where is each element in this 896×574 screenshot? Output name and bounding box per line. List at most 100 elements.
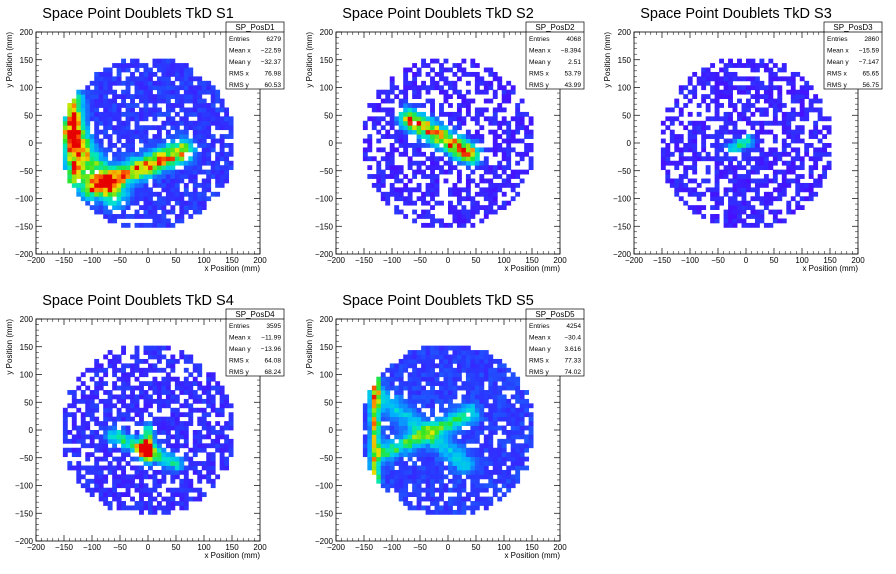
heatmap-cell: [165, 147, 171, 153]
heatmap-cell: [179, 63, 185, 68]
heatmap-cell: [497, 461, 503, 466]
heatmap-cell: [152, 103, 158, 108]
heatmap-cell: [85, 160, 91, 166]
heatmap-cell: [510, 134, 516, 139]
heatmap-cell: [116, 160, 122, 166]
heatmap-cell: [430, 345, 435, 351]
stats-label: Entries: [229, 323, 250, 330]
heatmap-cell: [389, 447, 395, 453]
heatmap-cell: [492, 111, 498, 117]
heatmap-cell: [719, 103, 724, 108]
y-tick-label: 0: [329, 426, 334, 435]
heatmap-cell: [179, 134, 185, 139]
heatmap-cell: [188, 372, 194, 378]
heatmap-cell: [385, 174, 391, 179]
heatmap-cell: [152, 147, 158, 153]
heatmap-cell: [385, 398, 391, 404]
heatmap-cell: [750, 169, 756, 175]
heatmap-cell: [714, 200, 720, 206]
heatmap-cell: [714, 187, 720, 193]
heatmap-cell: [528, 134, 534, 139]
heatmap-cell: [192, 76, 198, 82]
heatmap-cell: [165, 129, 171, 135]
heatmap-cell: [763, 200, 769, 206]
heatmap-cell: [416, 103, 422, 108]
heatmap-cell: [89, 478, 95, 484]
heatmap-cell: [134, 465, 140, 471]
heatmap-cell: [701, 143, 707, 148]
heatmap-cell: [121, 94, 126, 99]
heatmap-cell: [728, 214, 733, 219]
heatmap-cell: [714, 218, 720, 224]
heatmap-cell: [425, 182, 431, 188]
heatmap-cell: [692, 156, 698, 162]
heatmap-cell: [206, 478, 212, 484]
heatmap-cell: [170, 412, 176, 418]
heatmap-cell: [116, 416, 122, 422]
heatmap-cell: [710, 116, 716, 122]
heatmap-cell: [179, 496, 185, 502]
heatmap-cell: [219, 465, 225, 471]
heatmap-cell: [439, 67, 444, 73]
heatmap-cell: [524, 125, 530, 131]
heatmap-cell: [714, 76, 720, 82]
heatmap-cell: [412, 403, 418, 409]
heatmap-cell: [143, 394, 149, 400]
heatmap-cell: [448, 421, 453, 426]
heatmap-cell: [125, 165, 131, 171]
heatmap-cell: [170, 456, 176, 462]
heatmap-cell: [488, 71, 494, 77]
heatmap-cell: [183, 492, 189, 497]
heatmap-cell: [94, 143, 100, 148]
heatmap-cell: [389, 478, 395, 484]
heatmap-cell: [161, 76, 167, 82]
heatmap-cell: [85, 116, 91, 122]
heatmap-cell: [515, 465, 521, 471]
heatmap-cell: [524, 425, 530, 431]
heatmap-cell: [398, 456, 404, 462]
heatmap-cell: [206, 80, 212, 86]
heatmap-cell: [201, 461, 207, 466]
heatmap-cell: [416, 443, 422, 449]
heatmap-cell: [501, 461, 507, 466]
heatmap-cell: [389, 165, 395, 171]
heatmap-cell: [206, 456, 212, 462]
heatmap-cell: [112, 434, 118, 440]
heatmap-cell: [148, 98, 153, 104]
heatmap-cell: [130, 407, 135, 413]
heatmap-cell: [510, 85, 516, 91]
heatmap-cell: [112, 403, 118, 409]
heatmap-cell: [421, 367, 426, 373]
heatmap-cell: [737, 58, 742, 64]
heatmap-cell: [456, 376, 462, 382]
heatmap-cell: [385, 407, 391, 413]
heatmap-cell: [443, 501, 449, 506]
heatmap-cell: [161, 367, 167, 373]
heatmap-cell: [416, 438, 422, 444]
heatmap-cell: [152, 376, 158, 382]
heatmap-cell: [416, 430, 422, 435]
heatmap-cell: [130, 151, 135, 157]
heatmap-cell: [98, 447, 104, 453]
heatmap-cell: [461, 134, 467, 139]
heatmap-cell: [719, 89, 724, 95]
heatmap-cell: [112, 187, 118, 193]
heatmap-cell: [134, 474, 140, 480]
heatmap-cell: [389, 461, 395, 466]
heatmap-cell: [443, 474, 449, 480]
heatmap-cell: [421, 196, 426, 202]
heatmap-cell: [795, 125, 801, 131]
heatmap-cell: [89, 191, 95, 197]
heatmap-cell: [701, 80, 707, 86]
heatmap-cell: [746, 63, 751, 68]
heatmap-cell: [439, 443, 444, 449]
heatmap-cell: [506, 398, 512, 404]
heatmap-cell: [416, 398, 422, 404]
heatmap-cell: [696, 196, 702, 202]
heatmap-cell: [121, 111, 126, 117]
heatmap-cell: [116, 385, 122, 391]
heatmap-cell: [116, 71, 122, 77]
heatmap-cell: [719, 147, 724, 153]
heatmap-cell: [763, 196, 769, 202]
heatmap-cell: [669, 178, 675, 184]
